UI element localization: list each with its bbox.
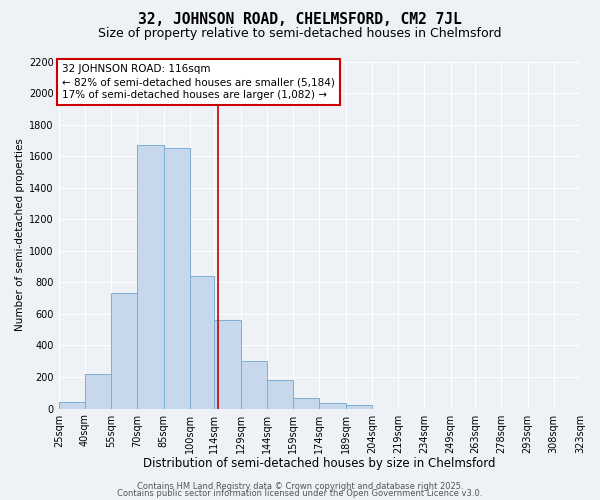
- Text: Contains public sector information licensed under the Open Government Licence v3: Contains public sector information licen…: [118, 489, 482, 498]
- Bar: [85, 374, 111, 408]
- Text: Size of property relative to semi-detached houses in Chelmsford: Size of property relative to semi-detach…: [98, 28, 502, 40]
- Bar: [190, 276, 214, 408]
- Text: Contains HM Land Registry data © Crown copyright and database right 2025.: Contains HM Land Registry data © Crown c…: [137, 482, 463, 491]
- Bar: [111, 294, 137, 408]
- Bar: [346, 406, 372, 408]
- Bar: [214, 320, 241, 408]
- Bar: [164, 148, 190, 408]
- Bar: [319, 403, 346, 408]
- Bar: [137, 145, 164, 408]
- Y-axis label: Number of semi-detached properties: Number of semi-detached properties: [15, 138, 25, 332]
- Text: 32, JOHNSON ROAD, CHELMSFORD, CM2 7JL: 32, JOHNSON ROAD, CHELMSFORD, CM2 7JL: [138, 12, 462, 28]
- Bar: [267, 380, 293, 408]
- Bar: [241, 362, 267, 408]
- X-axis label: Distribution of semi-detached houses by size in Chelmsford: Distribution of semi-detached houses by …: [143, 457, 496, 470]
- Bar: [293, 398, 319, 408]
- Bar: [59, 402, 85, 408]
- Text: 32 JOHNSON ROAD: 116sqm
← 82% of semi-detached houses are smaller (5,184)
17% of: 32 JOHNSON ROAD: 116sqm ← 82% of semi-de…: [62, 64, 335, 100]
